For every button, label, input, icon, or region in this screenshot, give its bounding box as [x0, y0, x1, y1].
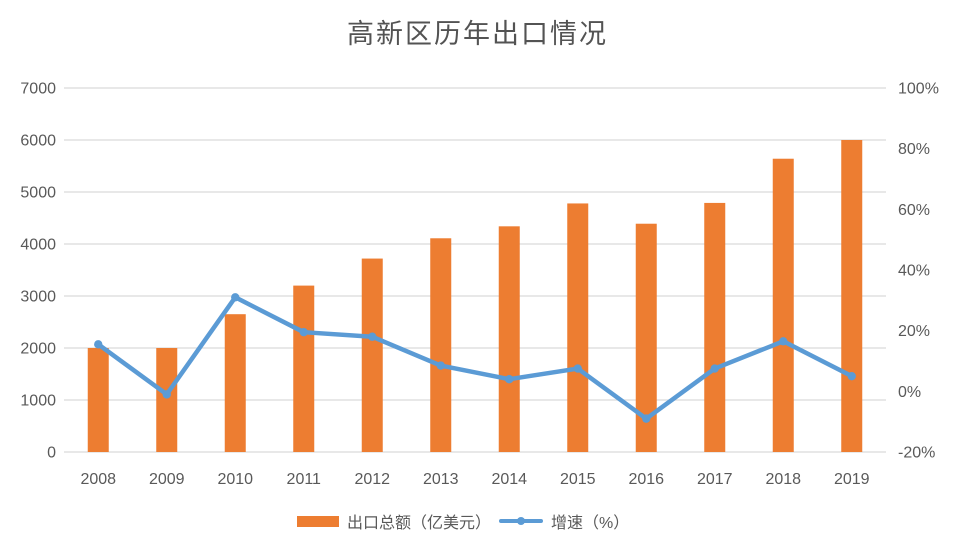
bar-2017 [704, 202, 726, 452]
bar-2012 [361, 258, 383, 452]
line-marker-2013 [436, 361, 445, 370]
bar-2010 [224, 314, 246, 452]
bar-2019 [841, 140, 863, 452]
bar-2014 [498, 226, 520, 452]
x-axis-tick-label: 2015 [560, 471, 596, 488]
line-marker-2011 [299, 327, 308, 337]
left-axis-tick-label: 0 [47, 445, 56, 462]
right-axis-tick-label: 60% [898, 202, 930, 219]
right-axis-tick-label: 0% [898, 384, 921, 401]
x-axis-tick-label: 2013 [423, 471, 459, 488]
legend-label-export-total: 出口总额（亿美元） [347, 515, 492, 532]
left-axis-tick-label: 2000 [20, 341, 56, 358]
line-marker-2019 [847, 371, 856, 381]
x-axis-tick-label: 2019 [834, 471, 870, 488]
right-axis-tick-label: 20% [898, 323, 930, 340]
x-axis-tick-label: 2012 [354, 471, 390, 488]
left-axis-tick-label: 7000 [20, 81, 56, 98]
x-axis-tick-label: 2017 [697, 471, 733, 488]
right-axis-tick-label: -20% [898, 445, 935, 462]
left-axis-tick-label: 1000 [20, 393, 56, 410]
line-series-swatch-icon [499, 516, 544, 526]
line-marker-2018 [779, 337, 788, 346]
legend-item-export-total: 出口总额（亿美元） [297, 509, 491, 533]
bar-series-swatch-icon [297, 515, 339, 527]
bar-2008 [87, 348, 109, 452]
left-axis-tick-label: 4000 [20, 237, 56, 254]
left-axis-tick-label: 6000 [20, 133, 56, 150]
legend-item-growth-rate: 增速（%） [499, 509, 629, 533]
bar-2011 [293, 285, 315, 452]
line-marker-2008 [94, 340, 103, 349]
right-axis-tick-label: 100% [898, 81, 939, 98]
bar-2013 [430, 238, 452, 452]
x-axis-tick-label: 2009 [149, 471, 185, 488]
line-marker-2012 [368, 332, 377, 341]
grid-layer [64, 87, 886, 453]
line-marker-2010 [231, 293, 240, 302]
line-series [94, 293, 856, 423]
bar-2009 [156, 348, 178, 452]
bar-2015 [567, 203, 589, 452]
x-axis-tick-label: 2016 [628, 471, 664, 488]
line-marker-2017 [710, 364, 719, 373]
axis-labels: 0 1000 2000 3000 4000 5000 6000 7000 -20% 0% 20% 40… [20, 81, 939, 489]
right-axis-tick-label: 80% [898, 141, 930, 158]
x-axis-tick-label: 2008 [80, 471, 116, 488]
right-axis-tick-label: 40% [898, 263, 930, 280]
x-axis-tick-label: 2010 [217, 471, 253, 488]
bar-2018 [772, 158, 794, 452]
legend: 出口总额（亿美元） 增速（%） [297, 509, 629, 533]
line-marker-2014 [505, 375, 514, 384]
line-marker-2016 [642, 414, 651, 423]
x-axis-tick-label: 2011 [287, 471, 322, 488]
growth-line [96, 295, 854, 421]
chart-title: 高新区历年出口情况 [347, 19, 608, 49]
bar-2016 [635, 223, 657, 452]
line-marker-2009 [162, 390, 171, 399]
left-axis-tick-label: 3000 [20, 289, 56, 306]
x-axis-tick-label: 2018 [765, 471, 801, 488]
x-axis-tick-label: 2014 [491, 471, 527, 488]
legend-label-growth-rate: 增速（%） [551, 515, 630, 532]
line-marker-2015 [573, 364, 582, 373]
left-axis-tick-label: 5000 [20, 185, 56, 202]
